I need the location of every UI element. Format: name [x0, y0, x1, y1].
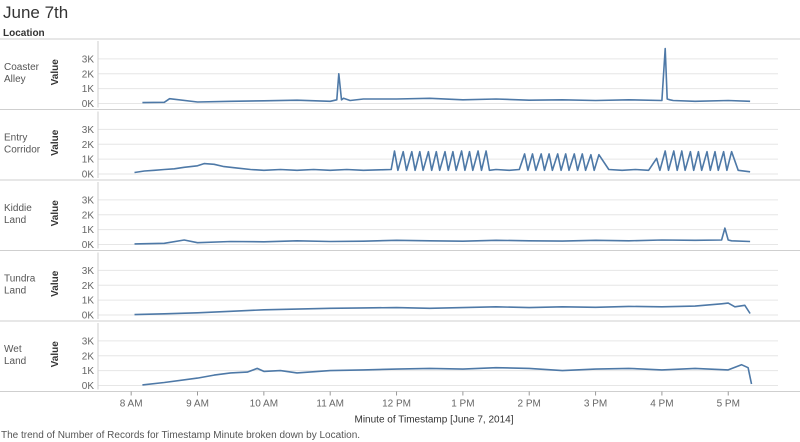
series-line: [134, 302, 751, 316]
y-axis-title: Value: [50, 341, 61, 368]
y-tick-label: 1K: [82, 84, 95, 95]
location-label: Entry Corridor: [4, 133, 41, 156]
location-label: Coaster Alley: [4, 62, 40, 85]
panel-tundra-land: 0K 1K 2K 3K Value Tundra Land: [0, 250, 800, 322]
location-label: Wet Land: [4, 344, 26, 367]
y-tick-label: 0K: [82, 240, 95, 251]
x-tick-label: 10 AM: [250, 399, 278, 410]
facet-header: Location: [3, 28, 45, 39]
series-line: [134, 150, 751, 174]
y-axis-title: Value: [50, 200, 61, 227]
y-axis-title: Value: [50, 59, 61, 86]
x-tick-label: 11 AM: [316, 399, 344, 410]
panel-wet-land: 0K 1K 2K 3K Value Wet Land: [0, 320, 800, 392]
y-tick-label: 2K: [82, 210, 95, 221]
y-tick-label: 2K: [82, 69, 95, 80]
x-tick-label: 8 AM: [120, 399, 143, 410]
series-line: [142, 47, 751, 104]
y-tick-label: 1K: [82, 155, 95, 166]
y-tick-label: 3K: [82, 125, 95, 136]
chart-title: June 7th: [3, 3, 69, 22]
y-axis-title: Value: [50, 270, 61, 297]
x-tick-label: 3 PM: [584, 399, 607, 410]
location-label-word: Kiddie: [4, 203, 32, 214]
location-label: Tundra Land: [4, 274, 36, 297]
location-label-word: Land: [4, 356, 26, 367]
chart-caption: The trend of Number of Records for Times…: [1, 430, 361, 441]
y-tick-label: 3K: [82, 266, 95, 277]
y-tick-label: 3K: [82, 195, 95, 206]
x-tick-label: 2 PM: [518, 399, 541, 410]
x-tick-label: 1 PM: [451, 399, 474, 410]
y-tick-label: 0K: [82, 311, 95, 322]
x-axis-title: Minute of Timestamp [June 7, 2014]: [355, 415, 514, 426]
y-tick-label: 1K: [82, 225, 95, 236]
panel-coaster-alley: 0K 1K 2K 3K Value Coaster Alley: [0, 38, 800, 110]
location-label-word: Land: [4, 215, 26, 226]
location-label-word: Corridor: [4, 145, 41, 156]
x-tick-label: 12 PM: [382, 399, 411, 410]
y-tick-label: 1K: [82, 366, 95, 377]
location-label-word: Alley: [4, 74, 26, 85]
y-tick-label: 3K: [82, 336, 95, 347]
panel-entry-corridor: 0K 1K 2K 3K Value Entry Corridor: [0, 109, 800, 181]
location-label-word: Wet: [4, 344, 22, 355]
x-tick-label: 4 PM: [650, 399, 673, 410]
location-label-word: Land: [4, 286, 26, 297]
y-tick-label: 0K: [82, 99, 95, 110]
location-label-word: Tundra: [4, 274, 36, 285]
location-label-word: Coaster: [4, 62, 40, 73]
series-line: [134, 227, 751, 245]
y-tick-label: 0K: [82, 170, 95, 181]
location-label: Kiddie Land: [4, 203, 32, 226]
y-tick-label: 0K: [82, 381, 95, 392]
panel-kiddie-land: 0K 1K 2K 3K Value Kiddie Land: [0, 179, 800, 251]
y-tick-label: 2K: [82, 140, 95, 151]
y-axis-title: Value: [50, 129, 61, 156]
y-tick-label: 2K: [82, 281, 95, 292]
y-tick-label: 1K: [82, 296, 95, 307]
y-tick-label: 2K: [82, 351, 95, 362]
series-line: [142, 363, 753, 386]
y-tick-label: 3K: [82, 54, 95, 65]
x-tick-label: 9 AM: [186, 399, 209, 410]
location-label-word: Entry: [4, 133, 27, 144]
x-tick-label: 5 PM: [717, 399, 740, 410]
